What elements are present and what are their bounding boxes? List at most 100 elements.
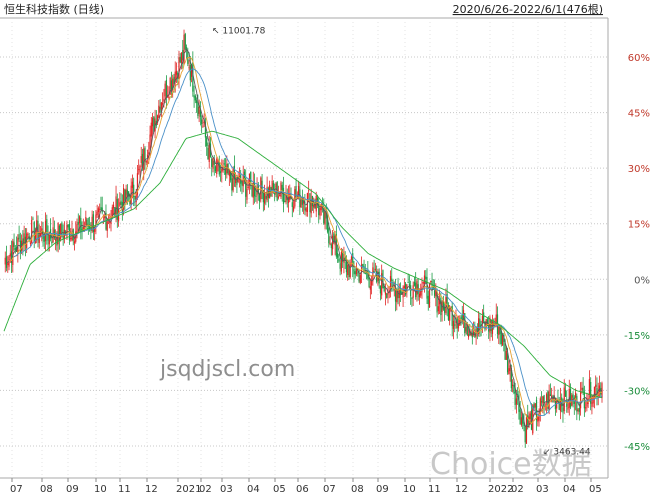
candle-body [279,194,281,196]
candle-body [33,221,35,242]
candle-body [367,271,369,279]
candle-body [363,266,365,274]
candle-body [339,263,341,269]
candle-body [440,297,442,316]
candle-body [43,235,45,242]
candle-body [396,290,398,303]
candle-body [29,242,32,244]
candle-body [391,278,393,281]
y-tick-label: 15% [628,220,650,231]
candle-body [360,264,363,272]
candle-body [71,231,73,241]
candle-body [353,268,355,274]
candle-body [308,190,310,192]
x-tick-label: 05 [589,484,602,495]
candle-body [262,190,264,203]
candle-body [304,201,306,211]
candle-body [300,199,302,208]
candle-body [328,228,330,244]
candle-body [313,204,315,208]
candle-body [461,315,463,320]
y-tick-label: 0% [634,275,650,286]
candle-body [413,281,416,286]
candle-body [321,202,324,206]
candle-body [291,202,293,207]
candle-body [528,416,530,428]
candle-body [119,202,121,206]
candle-body [139,165,141,173]
candle-body [183,34,185,64]
candle-body [27,233,29,235]
candle-body [223,163,225,165]
candle-body [519,409,521,425]
candle-body [472,331,475,336]
candle-body [340,252,342,272]
candle-body [111,207,113,216]
candle-body [151,118,154,127]
candle-body [476,327,478,332]
candle-body [235,177,237,184]
candle-body [141,153,144,169]
candle-body [488,323,490,332]
candle-body [31,219,33,243]
candle-body [416,280,418,295]
candle-body [123,188,125,210]
candle-body [301,197,303,205]
candle-body [305,208,307,212]
x-tick-label: 10 [403,484,416,495]
candle-body [10,251,13,264]
candle-body [173,76,175,84]
x-tick-label: 2021 [176,484,201,495]
candle-body [185,47,188,49]
candle-body [149,134,151,150]
candle-body [423,275,426,284]
x-tick-label: 07 [10,484,23,495]
candle-body [153,116,155,132]
candle-body [338,258,340,262]
candle-body [22,238,24,247]
candle-body [96,211,98,216]
candle-body [180,52,183,63]
y-tick-label: -30% [624,386,650,397]
candle-body [303,200,305,204]
candle-body [121,201,123,213]
candle-body [182,50,184,61]
candle-body [162,103,164,105]
candle-body [163,98,165,102]
candle-body [112,204,115,209]
candle-body [579,391,582,409]
candle-body [320,204,322,211]
candle-body [379,285,382,294]
candle-body [432,285,434,290]
candle-body [160,102,162,110]
candle-body [464,313,466,333]
candle-body [82,226,84,232]
candle-body [465,327,467,332]
candle-body [459,318,461,326]
candle-body [501,334,504,346]
candle-body [156,115,159,123]
candle-body [581,387,583,390]
candle-body [78,216,81,224]
candle-body [357,268,359,270]
x-tick-label: 03 [536,484,549,495]
candle-body [184,34,186,50]
x-tick-label: 09 [66,484,79,495]
candle-body [382,270,384,289]
candle-body [294,189,296,207]
candle-body [199,109,201,117]
candle-body [28,235,30,241]
watermark-site: jsqdjscl.com [159,357,295,382]
candle-body [591,402,593,407]
candle-body [264,193,266,204]
candle-body [159,106,161,113]
candle-body [85,217,87,226]
x-tick-label: 02 [511,484,524,495]
candle-body [189,64,191,81]
candle-body [236,177,238,186]
candle-body [478,318,480,334]
candle-body [238,176,241,178]
x-tick-label: 08 [351,484,364,495]
candle-body [538,413,540,421]
candle-body [562,407,564,413]
